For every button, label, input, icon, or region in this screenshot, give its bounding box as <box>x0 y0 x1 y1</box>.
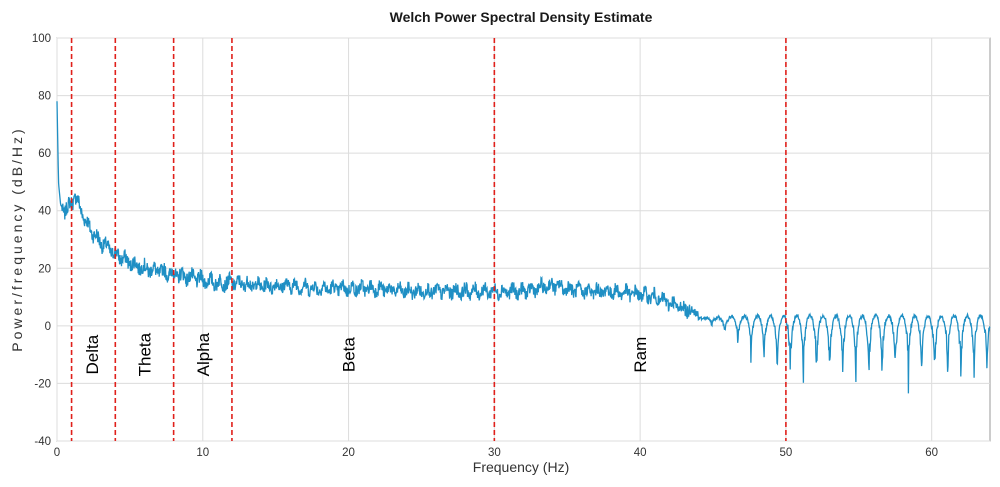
plot-area: Delta Theta Alpha Beta Ram <box>56 38 991 441</box>
x-tick-label: 40 <box>634 447 647 459</box>
band-label: Alpha <box>194 332 213 376</box>
y-tick-label: 80 <box>38 91 51 103</box>
y-tick-label: 0 <box>45 321 51 333</box>
x-tick-label: 0 <box>54 447 60 459</box>
y-tick-label: -20 <box>34 378 51 390</box>
psd-line <box>56 101 991 394</box>
y-tick-label: 20 <box>38 263 51 275</box>
x-axis-ticks: 0 10 20 30 40 50 60 <box>54 447 938 459</box>
y-tick-label: 60 <box>38 148 51 160</box>
band-label: Beta <box>340 337 359 373</box>
band-label: Delta <box>83 334 102 374</box>
band-label: Ram <box>631 337 650 373</box>
x-tick-label: 50 <box>780 447 793 459</box>
chart-title: Welch Power Spectral Density Estimate <box>390 9 653 25</box>
y-axis-label: Power/frequency (dB/Hz) <box>9 126 25 351</box>
x-tick-label: 20 <box>342 447 355 459</box>
y-tick-label: 40 <box>38 206 51 218</box>
x-tick-label: 30 <box>488 447 501 459</box>
y-axis-ticks: -40 -20 0 20 40 60 80 100 <box>32 33 51 448</box>
band-label: Theta <box>135 332 154 376</box>
plot-frame <box>56 37 991 442</box>
y-tick-label: 100 <box>32 33 51 45</box>
x-tick-label: 10 <box>196 447 209 459</box>
x-tick-label: 60 <box>925 447 938 459</box>
grid <box>56 37 991 442</box>
y-tick-label: -40 <box>34 436 51 448</box>
x-axis-label: Frequency (Hz) <box>473 459 569 475</box>
